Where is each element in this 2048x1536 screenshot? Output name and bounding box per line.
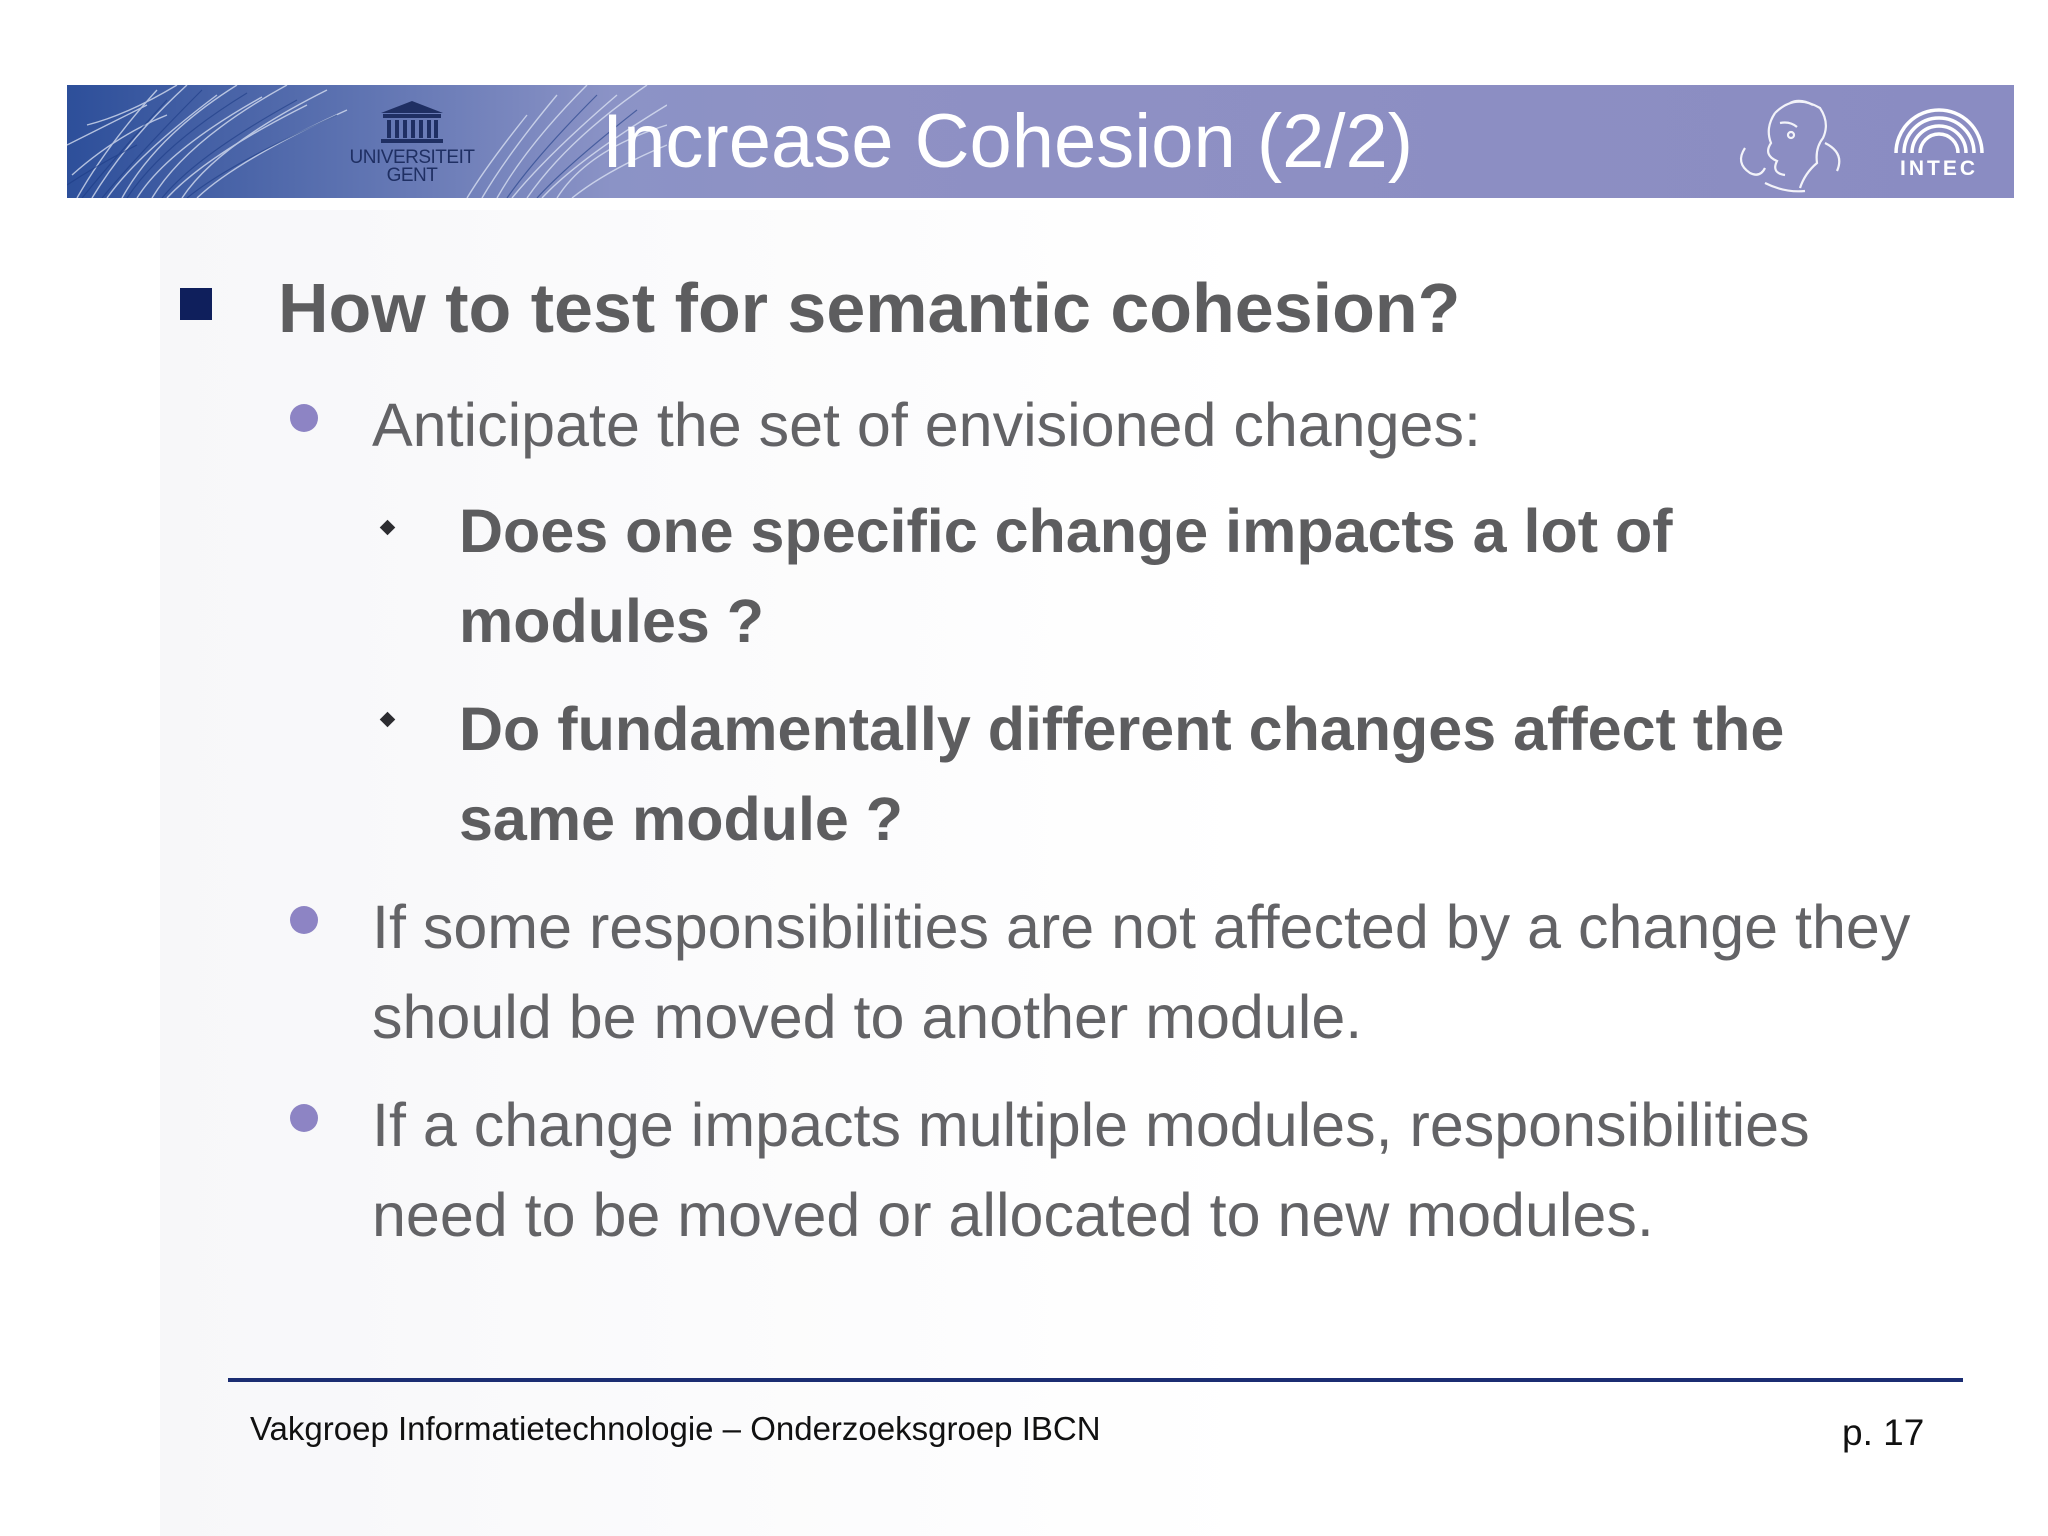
bullet-dot-icon <box>290 906 318 934</box>
bullet-dot-icon <box>290 404 318 432</box>
athena-head-icon <box>1739 99 1841 193</box>
content-background <box>160 210 1990 1536</box>
header-banner: UNIVERSITEIT GENT Increase Cohesion (2/2… <box>67 85 2014 198</box>
content-heading: How to test for semantic cohesion? <box>278 269 1461 347</box>
university-name-line2: GENT <box>386 165 438 186</box>
university-logo: UNIVERSITEIT GENT <box>337 99 487 189</box>
university-building-icon <box>381 101 443 143</box>
list-item: Does one specific change impacts a lot o… <box>459 497 1673 655</box>
intec-logo: INTEC <box>1874 95 2004 190</box>
intec-label: INTEC <box>1900 157 1978 180</box>
list-item: Anticipate the set of envisioned changes… <box>372 391 1481 459</box>
intec-arches-icon <box>1894 108 1984 154</box>
heading-bullet-icon <box>180 288 212 320</box>
university-name-line1: UNIVERSITEIT <box>349 147 475 168</box>
slide-title: Increase Cohesion (2/2) <box>602 99 1414 184</box>
grass-texture-icon <box>67 85 667 198</box>
footer-divider <box>228 1378 1963 1382</box>
page-number: p. 17 <box>1842 1412 1925 1453</box>
list-item: If a change impacts multiple modules, re… <box>372 1091 1810 1249</box>
list-item: Do fundamentally different changes affec… <box>459 695 1785 853</box>
footer-department: Vakgroep Informatietechnologie – Onderzo… <box>250 1410 1101 1447</box>
bullet-dot-icon <box>290 1104 318 1132</box>
list-item: If some responsibilities are not affecte… <box>372 893 1911 1051</box>
